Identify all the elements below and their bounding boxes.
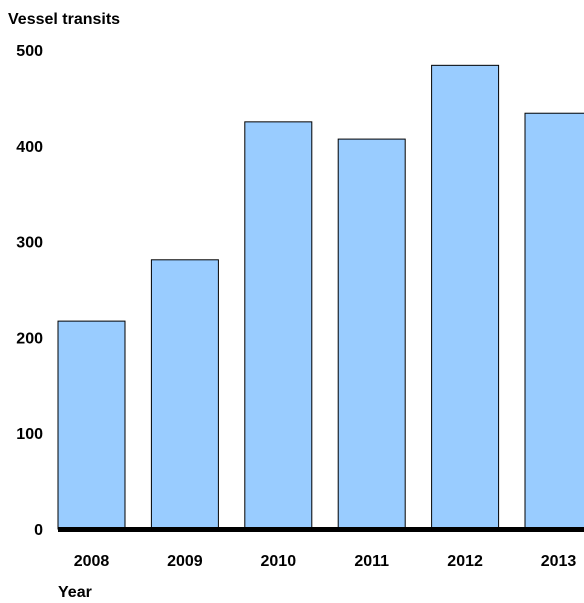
x-tick-label: 2011 bbox=[354, 553, 389, 570]
bar bbox=[524, 112, 584, 530]
bar-group bbox=[57, 64, 584, 530]
x-tick-label: 2009 bbox=[167, 553, 203, 570]
y-tick-label: 100 bbox=[16, 426, 43, 443]
y-tick-label: 400 bbox=[16, 139, 43, 156]
y-tick-label: 300 bbox=[16, 235, 43, 252]
bar bbox=[431, 64, 500, 530]
bar bbox=[244, 121, 313, 530]
x-tick-label: 2013 bbox=[541, 553, 577, 570]
x-tick-label: 2008 bbox=[74, 553, 110, 570]
y-tick-label: 0 bbox=[34, 522, 43, 539]
y-tick-label: 500 bbox=[16, 43, 43, 60]
x-axis-tick-labels: 2008 2009 2010 2011 2012 2013 bbox=[74, 553, 577, 570]
bar bbox=[150, 259, 219, 530]
y-tick-label: 200 bbox=[16, 330, 43, 347]
y-axis-title: Vessel transits bbox=[8, 11, 120, 28]
x-tick-label: 2010 bbox=[261, 553, 297, 570]
x-axis-line bbox=[58, 527, 584, 532]
x-tick-label: 2012 bbox=[447, 553, 483, 570]
bar bbox=[337, 138, 406, 530]
bar bbox=[57, 320, 126, 530]
x-axis-title: Year bbox=[58, 584, 92, 598]
y-axis-tick-labels: 0 100 200 300 400 500 bbox=[16, 43, 43, 539]
